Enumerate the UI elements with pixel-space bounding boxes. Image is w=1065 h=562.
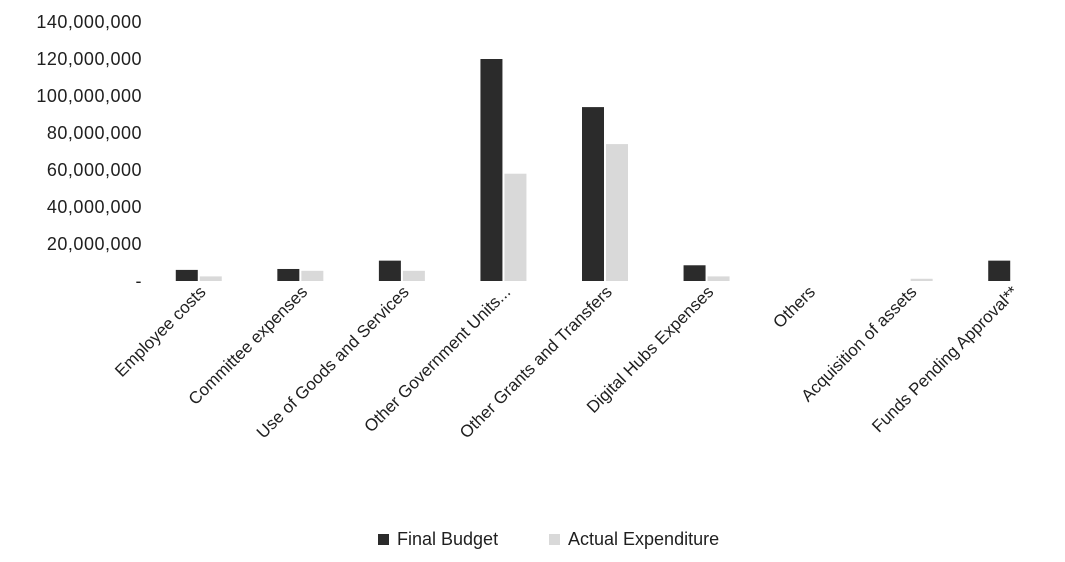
bar-final-budget xyxy=(175,269,198,281)
bar-actual-expenditure xyxy=(910,278,933,281)
bar-actual-expenditure xyxy=(606,144,628,281)
bar-final-budget xyxy=(480,59,503,281)
bar-actual-expenditure xyxy=(402,270,425,281)
bar-actual-expenditure xyxy=(504,173,527,281)
legend-label: Actual Expenditure xyxy=(568,529,719,549)
legend-label: Final Budget xyxy=(397,529,498,549)
bar-actual-expenditure xyxy=(199,276,222,281)
bar-final-budget xyxy=(582,107,604,281)
y-tick-label: 100,000,000 xyxy=(36,86,142,106)
y-tick-label: 60,000,000 xyxy=(47,160,142,180)
x-tick-label: Employee costs xyxy=(111,282,209,380)
bar-final-budget xyxy=(988,260,1011,281)
bars xyxy=(175,59,1011,281)
bar-final-budget xyxy=(378,260,401,281)
x-tick-label: Others xyxy=(769,282,819,332)
y-tick-label: 120,000,000 xyxy=(36,49,142,69)
legend-swatch xyxy=(378,534,389,545)
y-tick-label: - xyxy=(136,271,143,291)
y-tick-label: 40,000,000 xyxy=(47,197,142,217)
bar-actual-expenditure xyxy=(301,270,324,281)
bar-final-budget xyxy=(277,268,300,281)
legend-swatch xyxy=(549,534,560,545)
y-tick-label: 80,000,000 xyxy=(47,123,142,143)
y-tick-label: 140,000,000 xyxy=(36,12,142,32)
y-tick-label: 20,000,000 xyxy=(47,234,142,254)
bar-actual-expenditure xyxy=(707,276,730,281)
legend: Final Budget Actual Expenditure xyxy=(378,529,719,549)
y-axis: 140,000,000 120,000,000 100,000,000 80,000,… xyxy=(36,12,143,291)
bar-final-budget xyxy=(683,265,706,281)
x-tick-label: Acquisition of assets xyxy=(797,282,920,405)
